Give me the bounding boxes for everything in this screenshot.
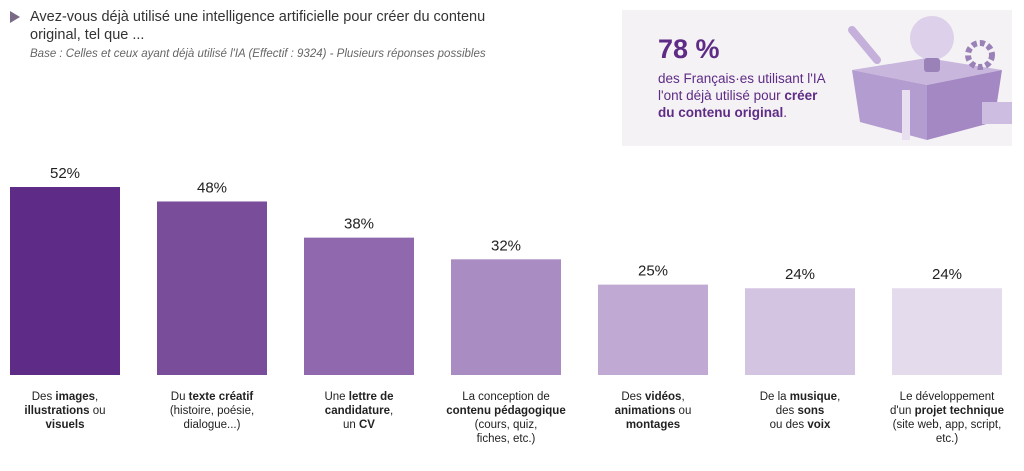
category-label-part: des — [776, 405, 798, 417]
bar — [892, 288, 1002, 375]
category-label-part: images — [55, 391, 95, 403]
category-label: candidature, — [325, 405, 393, 417]
category-label-part: (site web, app, script, — [893, 419, 1002, 431]
category-label-part: ou des — [770, 419, 808, 431]
category-label: illustrations ou — [24, 405, 105, 417]
callout-value: 78 % — [658, 34, 720, 64]
category-label-part: montages — [626, 419, 680, 431]
bar — [304, 237, 414, 375]
bullet-arrow — [10, 11, 20, 23]
category-label-part: Des — [621, 391, 645, 403]
category-label-part: (cours, quiz, — [475, 419, 538, 431]
category-label: Des vidéos, — [621, 391, 684, 403]
category-label: Du texte créatif — [171, 391, 254, 403]
bar — [745, 288, 855, 375]
category-label: (cours, quiz, — [475, 419, 538, 431]
category-label-part: fiches, etc.) — [477, 433, 536, 445]
category-label-part: texte créatif — [189, 391, 254, 403]
category-label-part: candidature — [325, 405, 390, 417]
category-label: dialogue...) — [184, 419, 241, 431]
category-label-part: La conception de — [462, 391, 550, 403]
category-label-part: , — [390, 405, 393, 417]
value-label: 24% — [785, 266, 815, 283]
category-label: (site web, app, script, — [893, 419, 1002, 431]
category-label-part: animations — [615, 405, 676, 417]
category-label: un CV — [343, 419, 375, 431]
bar — [451, 259, 561, 375]
bar — [598, 284, 708, 375]
category-label: fiches, etc.) — [477, 433, 536, 445]
value-label: 32% — [491, 237, 521, 254]
category-label-part: vidéos — [645, 391, 681, 403]
category-label-part: etc.) — [936, 433, 959, 445]
question: Avez-vous déjà utilisé une intelligence … — [30, 9, 486, 43]
category-label: ou des voix — [770, 419, 831, 431]
category-label-part: lettre de — [349, 391, 394, 403]
category-label-part: contenu pédagogique — [446, 405, 565, 417]
category-label-part: sons — [797, 405, 824, 417]
callout-bold: créer du contenu original — [658, 88, 818, 120]
category-label: Une lettre de — [324, 391, 393, 403]
callout: 78 % des Français·es utilisant l'IA l'on… — [622, 10, 1012, 146]
category-label-part: , — [95, 391, 98, 403]
callout-end: . — [783, 105, 788, 120]
category-label-part: De la — [760, 391, 790, 403]
bar — [157, 201, 267, 375]
category-label-part: dialogue...) — [184, 419, 241, 431]
category-label-part: Du — [171, 391, 189, 403]
category-label: montages — [626, 419, 680, 431]
illustration — [848, 16, 1012, 140]
callout-text-part: des Français·es utilisant l'IA l'ont déj… — [658, 71, 825, 103]
base-note: Base : Celles et ceux ayant déjà utilisé… — [30, 48, 486, 60]
category-label-part: un — [343, 419, 359, 431]
category-label: animations ou — [615, 405, 692, 417]
category-label-part: projet technique — [915, 405, 1004, 417]
category-label-part: visuels — [46, 419, 85, 431]
category-label-part: illustrations — [24, 405, 89, 417]
category-label-part: , — [837, 391, 840, 403]
category-label-part: voix — [807, 419, 831, 431]
category-label: etc.) — [936, 433, 959, 445]
value-label: 52% — [50, 165, 80, 182]
category-label-part: , — [681, 391, 684, 403]
category-label-part: Le développement — [900, 391, 995, 403]
value-label: 24% — [932, 266, 962, 283]
category-label-part: (histoire, poésie, — [170, 405, 254, 417]
category-label-part: ou — [90, 405, 106, 417]
category-label: (histoire, poésie, — [170, 405, 254, 417]
category-label: contenu pédagogique — [446, 405, 565, 417]
category-label-part: Des — [32, 391, 56, 403]
category-label-part: ou — [675, 405, 691, 417]
bar — [10, 187, 120, 375]
category-label: des sons — [776, 405, 825, 417]
category-label: Le développement — [900, 391, 995, 403]
category-label-part: Une — [324, 391, 348, 403]
value-label: 25% — [638, 263, 668, 280]
value-label: 38% — [344, 216, 374, 233]
value-label: 48% — [197, 179, 227, 196]
category-label-part: musique — [790, 391, 837, 403]
category-label: De la musique, — [760, 391, 841, 403]
category-label: d'un projet technique — [890, 405, 1004, 417]
category-label: Des images, — [32, 391, 99, 403]
category-label-part: d'un — [890, 405, 915, 417]
category-label: visuels — [46, 419, 85, 431]
callout-text: des Français·es utilisant l'IA l'ont déj… — [658, 70, 828, 121]
category-label-part: CV — [359, 419, 375, 431]
category-label: La conception de — [462, 391, 550, 403]
